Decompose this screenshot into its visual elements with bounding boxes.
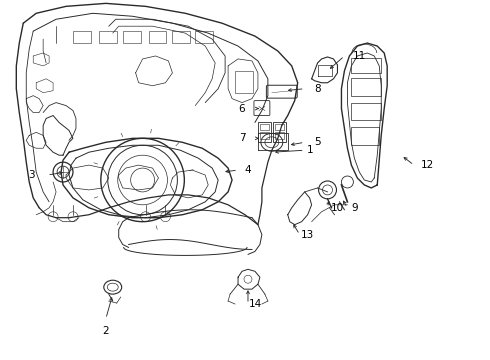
- Text: 1: 1: [306, 145, 313, 155]
- Text: 13: 13: [301, 230, 314, 239]
- Bar: [235, 71, 253, 93]
- Bar: [351, 127, 379, 145]
- Text: 10: 10: [331, 203, 344, 213]
- Text: 6: 6: [239, 104, 245, 113]
- Bar: [73, 31, 91, 43]
- Bar: [122, 31, 141, 43]
- Bar: [99, 31, 117, 43]
- Bar: [275, 125, 284, 130]
- Text: 9: 9: [351, 203, 358, 213]
- Bar: [275, 132, 284, 139]
- Bar: [351, 103, 381, 121]
- Text: 2: 2: [102, 326, 109, 336]
- Bar: [273, 122, 286, 142]
- Bar: [351, 78, 381, 96]
- Bar: [172, 31, 190, 43]
- Bar: [258, 122, 271, 142]
- Text: 5: 5: [314, 137, 321, 147]
- Bar: [260, 132, 269, 139]
- Bar: [148, 31, 167, 43]
- Bar: [196, 31, 213, 43]
- Text: 14: 14: [248, 299, 262, 309]
- Text: 11: 11: [353, 51, 366, 61]
- Text: 4: 4: [245, 165, 251, 175]
- Text: 12: 12: [420, 160, 434, 170]
- Text: 8: 8: [314, 84, 321, 94]
- Bar: [260, 125, 269, 130]
- Bar: [351, 58, 381, 73]
- Text: 7: 7: [239, 133, 245, 143]
- Text: 3: 3: [28, 170, 34, 180]
